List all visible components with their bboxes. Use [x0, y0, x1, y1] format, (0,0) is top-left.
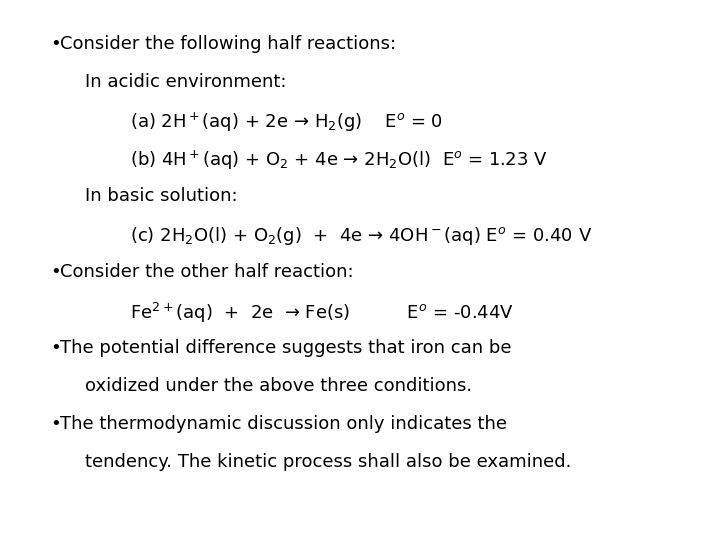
Text: (a) 2H$^+$(aq) + 2e → H$_2$(g)    E$^o$ = 0: (a) 2H$^+$(aq) + 2e → H$_2$(g) E$^o$ = 0	[130, 111, 443, 134]
Text: tendency. The kinetic process shall also be examined.: tendency. The kinetic process shall also…	[85, 453, 572, 471]
Text: In basic solution:: In basic solution:	[85, 187, 238, 205]
Text: (c) 2H$_2$O(l) + O$_2$(g)  +  4e → 4OH$^-$(aq) E$^o$ = 0.40 V: (c) 2H$_2$O(l) + O$_2$(g) + 4e → 4OH$^-$…	[130, 225, 593, 247]
Text: oxidized under the above three conditions.: oxidized under the above three condition…	[85, 377, 472, 395]
Text: (b) 4H$^+$(aq) + O$_2$ + 4e → 2H$_2$O(l)  E$^o$ = 1.23 V: (b) 4H$^+$(aq) + O$_2$ + 4e → 2H$_2$O(l)…	[130, 149, 547, 172]
Text: Fe$^{2+}$(aq)  +  2e  → Fe(s)          E$^o$ = -0.44V: Fe$^{2+}$(aq) + 2e → Fe(s) E$^o$ = -0.44…	[130, 301, 514, 325]
Text: •: •	[50, 35, 60, 53]
Text: The thermodynamic discussion only indicates the: The thermodynamic discussion only indica…	[60, 415, 507, 433]
Text: •: •	[50, 339, 60, 357]
Text: Consider the following half reactions:: Consider the following half reactions:	[60, 35, 396, 53]
Text: •: •	[50, 415, 60, 433]
Text: Consider the other half reaction:: Consider the other half reaction:	[60, 263, 354, 281]
Text: •: •	[50, 263, 60, 281]
Text: The potential difference suggests that iron can be: The potential difference suggests that i…	[60, 339, 511, 357]
Text: In acidic environment:: In acidic environment:	[85, 73, 287, 91]
